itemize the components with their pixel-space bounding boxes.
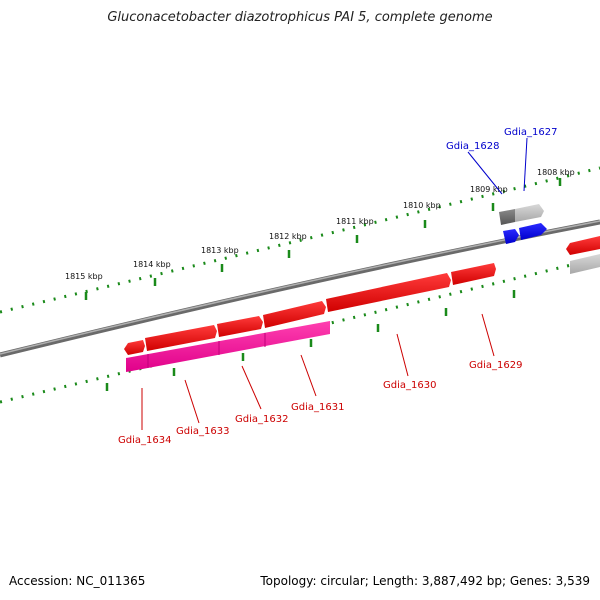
gene-label-gdia-1628: Gdia_1628 — [446, 141, 499, 152]
gene-label-gdia-1633: Gdia_1633 — [176, 426, 229, 437]
tick-label: 1815 kbp — [65, 272, 103, 281]
tick-label: 1813 kbp — [201, 246, 239, 255]
map-title: Gluconacetobacter diazotrophicus PAI 5, … — [107, 10, 493, 25]
leader-line — [184, 379, 200, 424]
gene-arrow-gdia-1627 — [519, 223, 547, 240]
gene-arrow-gdia-1629 — [451, 263, 496, 285]
blue-genes — [499, 204, 547, 244]
leader-line — [523, 137, 528, 192]
tick-label: 1812 kbp — [269, 232, 307, 241]
gene-arrow-gdia-1628 — [503, 229, 519, 244]
tick-label: 1808 kbp — [537, 168, 575, 177]
leader-line — [241, 365, 262, 410]
gene-block-dark — [499, 209, 515, 225]
gene-arrow-gdia-1634 — [124, 340, 145, 355]
leader-line — [396, 333, 409, 377]
leader-line — [481, 313, 495, 357]
tick-label: 1810 kbp — [403, 201, 441, 210]
gene-arrow-offscreen — [566, 236, 600, 255]
accession-text: Accession: NC_011365 — [9, 574, 146, 588]
label-leaders — [141, 137, 528, 430]
leader-line — [467, 151, 503, 195]
forward-genes — [124, 236, 600, 355]
gene-label-gdia-1634: Gdia_1634 — [118, 435, 171, 446]
tick-label: 1811 kbp — [336, 217, 374, 226]
gene-label-gdia-1632: Gdia_1632 — [235, 414, 288, 425]
genome-summary-text: Topology: circular; Length: 3,887,492 bp… — [260, 574, 590, 588]
outer-major-ticks — [84, 178, 562, 300]
gene-arrow-gdia-1632 — [217, 316, 263, 337]
reverse-genes — [126, 254, 600, 372]
gene-block-grey — [570, 254, 600, 274]
gene-label-gdia-1627: Gdia_1627 — [504, 127, 557, 138]
gene-block-pink — [126, 321, 330, 372]
leader-line — [300, 354, 317, 397]
gene-label-gdia-1629: Gdia_1629 — [469, 360, 522, 371]
gene-label-gdia-1630: Gdia_1630 — [383, 380, 436, 391]
tick-label: 1809 kbp — [470, 185, 508, 194]
tick-label: 1814 kbp — [133, 260, 171, 269]
gene-label-gdia-1631: Gdia_1631 — [291, 402, 344, 413]
gene-block-lightgrey — [515, 204, 544, 222]
gene-arrow-gdia-1630 — [326, 273, 451, 312]
gene-arrow-gdia-1633 — [145, 325, 217, 351]
inner-major-ticks — [105, 290, 516, 391]
gene-arrow-gdia-1631 — [263, 301, 326, 328]
